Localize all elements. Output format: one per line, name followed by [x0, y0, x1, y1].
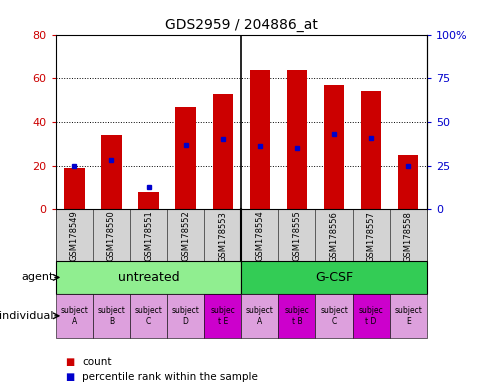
Bar: [56, 261, 241, 294]
Bar: [360, 91, 380, 209]
Text: ■: ■: [65, 357, 75, 367]
Bar: [241, 294, 278, 338]
Text: G-CSF: G-CSF: [314, 271, 352, 284]
Text: subject
A: subject A: [60, 306, 88, 326]
Text: subject
A: subject A: [245, 306, 273, 326]
Bar: [56, 294, 93, 338]
Text: subject
C: subject C: [135, 306, 162, 326]
Bar: [241, 261, 426, 294]
Bar: [249, 70, 270, 209]
Bar: [286, 70, 306, 209]
Bar: [175, 107, 196, 209]
Text: subject
B: subject B: [97, 306, 125, 326]
Bar: [397, 155, 418, 209]
Text: subject
E: subject E: [393, 306, 421, 326]
Title: GDS2959 / 204886_at: GDS2959 / 204886_at: [165, 18, 317, 32]
Text: subjec
t B: subjec t B: [284, 306, 309, 326]
Text: individual: individual: [0, 311, 53, 321]
Bar: [278, 294, 315, 338]
Text: count: count: [82, 357, 112, 367]
Text: subject
C: subject C: [319, 306, 347, 326]
Text: untreated: untreated: [118, 271, 179, 284]
Text: percentile rank within the sample: percentile rank within the sample: [82, 372, 258, 382]
Text: agent: agent: [21, 272, 53, 283]
Text: subjec
t E: subjec t E: [210, 306, 235, 326]
Bar: [352, 294, 389, 338]
Bar: [204, 294, 241, 338]
Bar: [130, 294, 166, 338]
Text: subjec
t D: subjec t D: [358, 306, 383, 326]
Bar: [101, 135, 121, 209]
Bar: [315, 294, 352, 338]
Bar: [323, 85, 344, 209]
Bar: [389, 294, 426, 338]
Text: ■: ■: [65, 372, 75, 382]
Bar: [138, 192, 158, 209]
Bar: [166, 294, 204, 338]
Text: subject
D: subject D: [171, 306, 199, 326]
Bar: [64, 168, 84, 209]
Bar: [93, 294, 130, 338]
Bar: [212, 94, 232, 209]
